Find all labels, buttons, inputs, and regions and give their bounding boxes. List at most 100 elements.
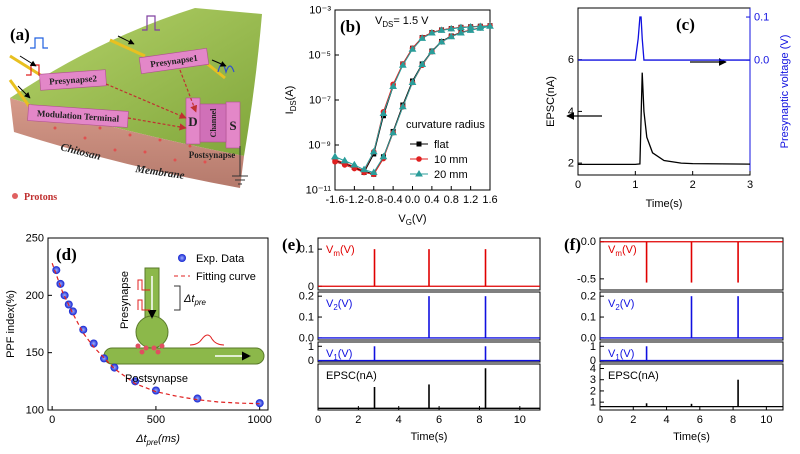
- marker: [389, 82, 398, 89]
- x-axis-title-part: pre: [146, 438, 159, 447]
- y-tick-label: 0: [308, 281, 314, 293]
- y-tick-label: 0.2: [581, 291, 596, 303]
- y-tick-label: 0.0: [754, 55, 769, 67]
- marker: [350, 160, 359, 168]
- plot-frame: [317, 237, 541, 291]
- row-label: Vm(V): [608, 244, 637, 258]
- plot-frame: [599, 363, 784, 411]
- data-point: [56, 279, 65, 288]
- channel-label: Channel: [209, 108, 218, 138]
- x-tick-label: -0.8: [364, 194, 383, 206]
- x-tick-label: -0.4: [384, 194, 403, 206]
- y-tick-label: 100: [26, 405, 44, 417]
- y-tick-label: 1: [590, 341, 596, 353]
- y-axis-title: IDS(A): [284, 86, 298, 115]
- row-label-part: V: [608, 244, 616, 256]
- y-tick-label: 1: [590, 397, 596, 409]
- series-line: [578, 16, 750, 61]
- x-axis-title-part: G: [406, 218, 412, 227]
- y-tick-label: 10⁻⁵: [308, 50, 331, 62]
- wires: [8, 38, 226, 111]
- data-point: [79, 325, 88, 334]
- legend-title: curvature radius: [406, 119, 485, 131]
- data-point: [131, 377, 140, 386]
- x-tick-label: -1.6: [326, 194, 345, 206]
- y-tick-label: 250: [26, 233, 44, 245]
- x-tick-label: 8: [730, 414, 736, 426]
- x-tick-label: 2: [690, 179, 696, 191]
- x-tick-label: 6: [436, 414, 442, 426]
- annotation-part: V: [375, 15, 383, 27]
- marker: [389, 128, 398, 136]
- panel-a: (a) Presynapse1 Presynapse2 Modulation T…: [8, 8, 262, 203]
- marker: [476, 22, 485, 29]
- y-tick-label: 0.0: [299, 332, 314, 344]
- row-label-part: (V): [338, 348, 353, 360]
- legend-label: flat: [434, 139, 449, 151]
- row-label-part: 2: [333, 303, 337, 312]
- x-tick-label: 4: [663, 414, 669, 426]
- legend-swatch: [178, 254, 186, 262]
- x-tick-label: 0: [49, 414, 55, 426]
- annotation-part: = 1.5 V: [393, 15, 429, 27]
- proton-key: [12, 193, 18, 199]
- marker: [331, 152, 339, 160]
- y-tick-label: 0.1: [754, 12, 769, 24]
- row-label-part: (V): [622, 244, 637, 256]
- plot-frame: [317, 363, 541, 411]
- legend-label: Fitting curve: [196, 271, 256, 283]
- row-label: V2(V): [608, 298, 634, 312]
- plot-frame: [317, 291, 541, 341]
- marker: [398, 102, 407, 110]
- marker: [369, 147, 378, 155]
- y-axis-title: EPSC(nA): [545, 76, 557, 127]
- legend-label: Exp. Data: [196, 253, 245, 265]
- row-label: EPSC(nA): [608, 370, 659, 382]
- marker: [369, 168, 378, 175]
- y-tick-label: 10⁻⁹: [308, 140, 331, 152]
- annotation: VDS= 1.5 V: [375, 15, 429, 29]
- x-axis-title-part: V: [398, 213, 406, 225]
- plot-frame: [599, 291, 784, 341]
- data-point: [89, 339, 98, 348]
- row-label: Vm(V): [326, 244, 355, 258]
- inset-label: Postsynapse: [125, 373, 188, 385]
- x-axis-title: Time(s): [411, 431, 448, 443]
- postsynapse-label: Postsynapse: [189, 150, 236, 160]
- marker: [379, 109, 388, 117]
- marker: [379, 152, 388, 160]
- marker: [360, 165, 368, 173]
- annotation-part: DS: [382, 20, 393, 29]
- x-tick-label: 1: [632, 179, 638, 191]
- marker: [415, 170, 423, 177]
- inset-label-part: pre: [193, 298, 206, 307]
- x-axis-title-part: Δt: [135, 433, 147, 445]
- legend-label: 10 mm: [434, 154, 468, 166]
- y-axis-title-part: DS: [289, 100, 298, 111]
- marker: [416, 156, 422, 162]
- y-tick-label: 0.1: [299, 244, 314, 256]
- row-label-part: (V): [620, 298, 635, 310]
- panel-label: (c): [676, 15, 695, 34]
- x-tick-label: 10: [514, 414, 526, 426]
- marker: [447, 32, 456, 40]
- plot-frame: [577, 7, 751, 176]
- marker: [466, 26, 475, 33]
- data-point: [151, 386, 160, 395]
- x-tick-label: 0: [575, 179, 581, 191]
- x-tick-label: 1.2: [463, 194, 478, 206]
- inset-label-part: Δt: [183, 293, 195, 305]
- x-tick-label: 2: [355, 414, 361, 426]
- x-axis-title-part: (ms): [158, 433, 180, 445]
- plot-frame: [47, 237, 269, 411]
- x-tick-label: 500: [147, 414, 165, 426]
- inset-label: Δtpre: [183, 293, 206, 307]
- y2-axis-title: Presynaptic voltage (V): [779, 35, 791, 149]
- marker: [437, 37, 446, 45]
- x-axis-title: Δtpre(ms): [135, 433, 180, 447]
- panel-label: (f): [564, 235, 581, 254]
- row-label-part: 1: [615, 353, 620, 362]
- x-tick-label: 0: [597, 414, 603, 426]
- x-tick-label: 0.4: [424, 194, 439, 206]
